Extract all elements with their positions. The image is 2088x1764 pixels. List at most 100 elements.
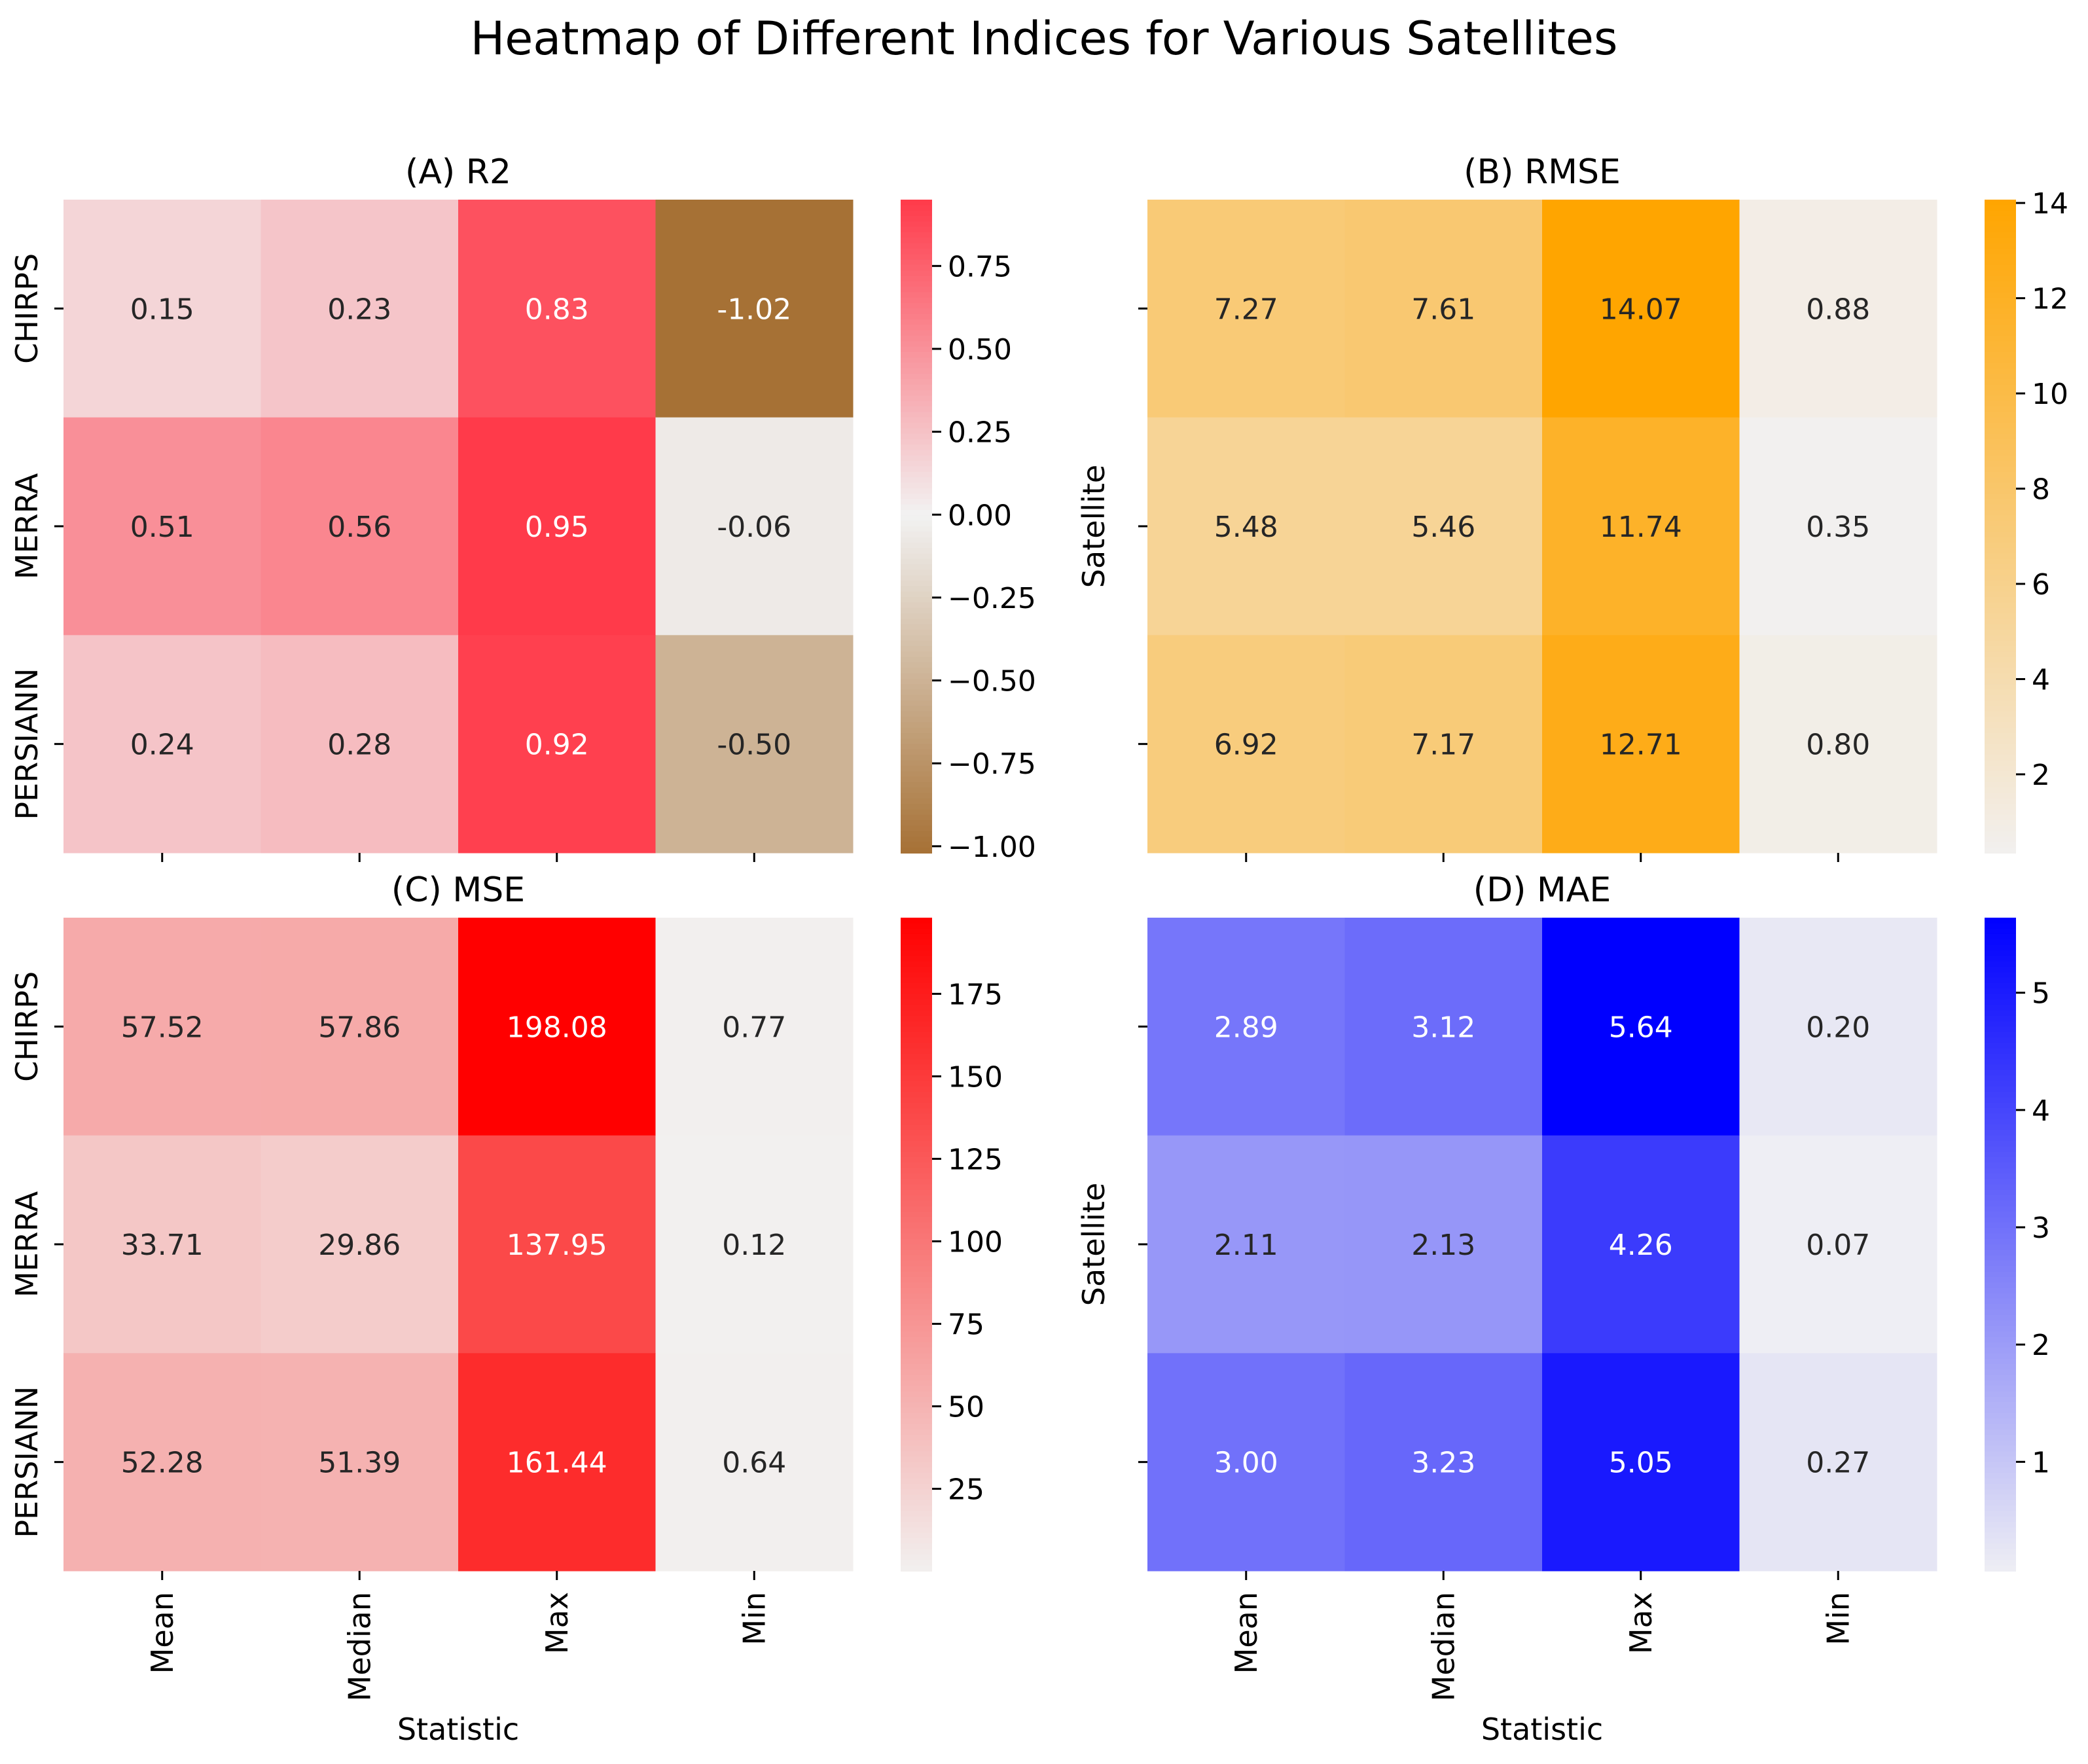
panel-c-cell-label: 0.64 [722, 1447, 786, 1480]
panel-a-colorbar-strip [901, 619, 932, 625]
panel-b-colorbar-strip [1985, 711, 2016, 718]
panel-a-colorbar-strip [901, 379, 932, 386]
panel-c-colorbar-strip [901, 999, 932, 1006]
panel-d-colorbar-strip [1985, 1527, 2016, 1534]
panel-d-colorbar-strip [1985, 1043, 2016, 1049]
panel-a-colorbar-strip [901, 422, 932, 429]
panel-b-colorbar-strip [1985, 232, 2016, 239]
panel-d-colorbar-strip [1985, 1565, 2016, 1572]
panel-a-colorbar-strip [901, 515, 932, 522]
panel-b-cell-label: 0.88 [1806, 293, 1870, 326]
panel-b-colorbar-strip [1985, 581, 2016, 587]
panel-d-colorbar-strip [1985, 1315, 2016, 1322]
panel-a-colorbar-strip [901, 755, 932, 761]
panel-b-colorbar-strip [1985, 542, 2016, 549]
panel-d-colorbar-strip [1985, 1092, 2016, 1098]
panel-d-colorbar-strip [1985, 1113, 2016, 1120]
panel-c-colorbar-strip [901, 1173, 932, 1180]
panel-c-colorbar-strip [901, 1309, 932, 1316]
panel-d-colorbar-strip [1985, 1162, 2016, 1169]
panel-d-colorbar-strip [1985, 1560, 2016, 1566]
panel-d-colorbar-strip [1985, 1304, 2016, 1310]
panel-d-colorbar-strip [1985, 1445, 2016, 1452]
panel-c-colorbar-strip [901, 1293, 932, 1300]
panel-d-colorbar-strip [1985, 1555, 2016, 1561]
panel-a-colorbar-strip [901, 341, 932, 348]
panel-a-colorbar-strip [901, 548, 932, 554]
panel-d-cell-label: 0.07 [1806, 1229, 1870, 1262]
panel-c-cell-label: 0.12 [722, 1229, 786, 1262]
panel-b-colorbar-strip [1985, 395, 2016, 402]
panel-b-colorbar-strip [1985, 455, 2016, 462]
panel-d-colorbar-strip [1985, 1059, 2016, 1066]
panel-c-colorbar-strip [901, 945, 932, 951]
panel-b-colorbar-strip [1985, 374, 2016, 380]
panel-a-colorbar-strip [901, 297, 932, 304]
panel-b-colorbar-tick-label: 8 [2032, 473, 2050, 507]
panel-b-colorbar-strip [1985, 200, 2016, 206]
panel-a-colorbar-strip [901, 776, 932, 783]
panel-d-colorbar-strip [1985, 1478, 2016, 1485]
panel-b-colorbar-strip [1985, 439, 2016, 446]
panel-c-colorbar-strip [901, 1162, 932, 1169]
panel-c-colorbar-strip [901, 1500, 932, 1507]
panel-d-colorbar-strip [1985, 1391, 2016, 1397]
panel-b-cell [1147, 200, 1345, 418]
panel-b-colorbar-strip [1985, 651, 2016, 658]
panel-c-colorbar-strip [901, 972, 932, 979]
panel-a-colorbar-tick-label: 0.50 [948, 333, 1012, 367]
panel-a-colorbar-strip [901, 722, 932, 729]
panel-a-colorbar-strip [901, 488, 932, 495]
panel-d-colorbar-strip [1985, 1206, 2016, 1213]
panel-c-colorbar-strip [901, 1287, 932, 1294]
panel-b-colorbar-strip [1985, 406, 2016, 413]
panel-c-cell-label: 0.77 [722, 1011, 786, 1044]
panel-c-colorbar-strip [901, 1276, 932, 1284]
panel-c-colorbar-strip [901, 1222, 932, 1229]
panel-c-colorbar-strip [901, 928, 932, 935]
panel-d-colorbar-strip [1985, 1342, 2016, 1349]
panel-c-colorbar-strip [901, 1271, 932, 1278]
panel-c-colorbar-tick-label: 100 [948, 1225, 1003, 1259]
panel-d-cell-label: 2.11 [1214, 1229, 1278, 1262]
panel-a-colorbar-strip [901, 444, 932, 451]
panel-a-cell [261, 417, 459, 636]
panel-b-colorbar-strip [1985, 591, 2016, 598]
panel-d-colorbar-strip [1985, 1108, 2016, 1115]
panel-b-colorbar-strip [1985, 264, 2016, 272]
panel-b-colorbar-strip [1985, 727, 2016, 734]
panel-b-colorbar-strip [1985, 297, 2016, 304]
panel-a-cell-label: 0.24 [130, 729, 194, 762]
panel-b-colorbar-strip [1985, 804, 2016, 810]
panel-d-colorbar-strip [1985, 966, 2016, 973]
panel-b-colorbar-strip [1985, 678, 2016, 685]
panel-c-colorbar-strip [901, 961, 932, 967]
panel-b-colorbar-strip [1985, 645, 2016, 653]
panel-a-colorbar-strip [901, 232, 932, 239]
panel-a-colorbar-strip [901, 205, 932, 211]
panel-a-colorbar-strip [901, 711, 932, 718]
panel-c-colorbar-strip [901, 1386, 932, 1392]
panel-c-cell-label: 51.39 [318, 1447, 401, 1480]
panel-d-colorbar-tick-label: 1 [2032, 1446, 2050, 1479]
panel-c-colorbar-strip [901, 1467, 932, 1474]
panel-c-colorbar-strip [901, 1478, 932, 1485]
panel-c-cell [261, 1353, 459, 1572]
panel-c-colorbar-strip [901, 1375, 932, 1381]
panel-b-colorbar-strip [1985, 842, 2016, 848]
panel-c-cell-label: 198.08 [507, 1011, 607, 1044]
panel-d-colorbar-strip [1985, 1435, 2016, 1441]
panel-a-colorbar-strip [901, 292, 932, 298]
panel-a-colorbar-strip [901, 248, 932, 255]
panel-a-colorbar-strip [901, 825, 932, 832]
panel-d-colorbar-strip [1985, 1102, 2016, 1109]
panel-d-cell-label: 2.13 [1411, 1229, 1475, 1262]
panel-a-colorbar-strip [901, 597, 932, 603]
panel-c-colorbar-strip [901, 1168, 932, 1174]
panel-d-colorbar-strip [1985, 1189, 2016, 1197]
panel-a-colorbar-strip [901, 384, 932, 391]
panel-a-colorbar-strip [901, 346, 932, 353]
panel-c-ytick-label: PERSIANN [9, 1386, 45, 1538]
panel-c-colorbar-strip [901, 1092, 932, 1098]
panel-d-cell [1344, 1135, 1543, 1354]
